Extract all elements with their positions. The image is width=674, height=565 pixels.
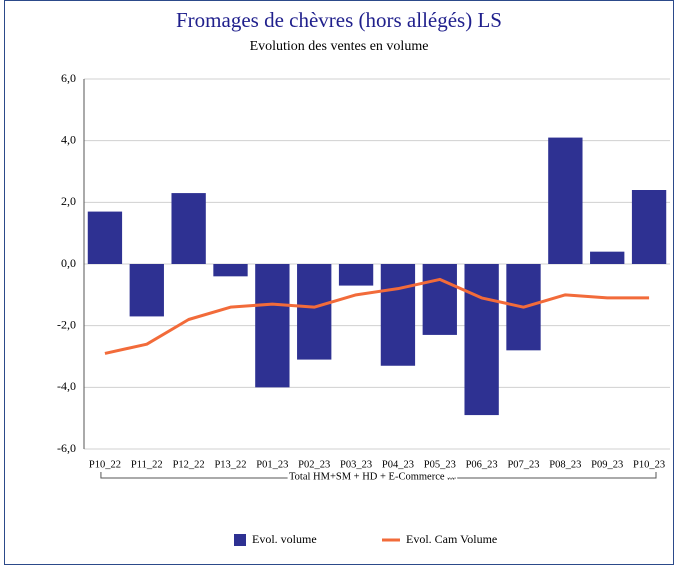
x-tick-label: P07_23 [507,459,539,470]
legend-label: Evol. volume [252,532,317,546]
x-tick-label: P04_23 [382,459,414,470]
bar [255,264,290,388]
bar [338,264,374,286]
bar [422,264,457,335]
y-tick-label: -6,0 [57,441,76,455]
y-tick-label: -4,0 [57,379,76,393]
bar [590,251,625,264]
legend-swatch [234,534,246,546]
group-label: Total HM+SM + HD + E-Commerce ... [289,471,455,482]
y-tick-label: 4,0 [61,132,76,146]
bar [129,264,164,317]
bar [548,137,583,264]
x-tick-label: P13_22 [214,459,246,470]
x-tick-label: P03_23 [340,459,372,470]
bar [171,193,206,264]
x-tick-label: P11_22 [131,459,163,470]
bar [213,264,248,277]
x-tick-label: P05_23 [424,459,456,470]
chart-title: Fromages de chèvres (hors allégés) LS [176,8,502,32]
bar [380,264,416,366]
bar [631,190,667,264]
y-tick-label: -2,0 [57,317,76,331]
bar [464,264,499,416]
y-tick-label: 6,0 [61,71,76,85]
x-tick-label: P10_22 [89,459,121,470]
legend-label: Evol. Cam Volume [406,532,497,546]
bar [87,211,123,264]
y-tick-label: 0,0 [61,256,76,270]
x-tick-label: P01_23 [256,459,288,470]
x-tick-label: P08_23 [549,459,581,470]
x-tick-label: P02_23 [298,459,330,470]
x-tick-label: P10_23 [633,459,665,470]
x-tick-label: P09_23 [591,459,623,470]
chart-subtitle: Evolution des ventes en volume [250,39,429,54]
line [104,277,650,355]
x-tick-label: P12_22 [173,459,205,470]
x-tick-label: P06_23 [466,459,498,470]
bar [297,264,332,360]
group-bracket [100,472,657,479]
y-tick-label: 2,0 [61,194,76,208]
